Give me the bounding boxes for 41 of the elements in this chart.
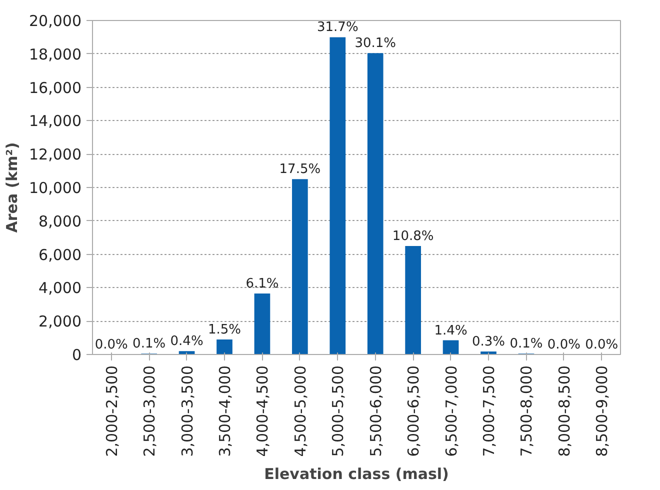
annotation: 31.7% bbox=[316, 20, 358, 36]
annotation: 0.4% bbox=[170, 334, 204, 350]
annotation: 10.8% bbox=[392, 228, 434, 244]
x-axis-title: Elevation class (masl) bbox=[264, 464, 449, 483]
annotation: 1.5% bbox=[208, 322, 242, 338]
x-tick-label: 5,000-5,500 bbox=[329, 366, 348, 457]
y-axis-title: Area (km²) bbox=[3, 142, 22, 233]
annotation: 6.1% bbox=[246, 276, 279, 292]
x-tick-label: 7,000-7,500 bbox=[480, 366, 498, 457]
x-tick-label: 3,000-3,500 bbox=[178, 366, 196, 457]
x-tick-label: 3,500-4,000 bbox=[216, 366, 234, 457]
annotation: 17.5% bbox=[279, 162, 321, 178]
y-tick-label: 6,000 bbox=[38, 246, 82, 264]
annotation: 0.1% bbox=[132, 336, 166, 352]
x-tick-label: 4,000-4,500 bbox=[254, 366, 272, 457]
x-tick-label: 7,500-8,000 bbox=[518, 366, 536, 457]
y-tick-label: 0 bbox=[72, 346, 82, 364]
x-tick-label: 5,500-6,000 bbox=[366, 366, 385, 457]
y-tick-label: 20,000 bbox=[29, 12, 82, 30]
y-tick-label: 4,000 bbox=[38, 279, 82, 298]
annotation: 0.0% bbox=[585, 338, 618, 352]
y-tick-label: 18,000 bbox=[29, 45, 82, 64]
x-tick-label: 4,500-5,000 bbox=[291, 366, 310, 457]
x-tick-label: 6,000-6,500 bbox=[404, 366, 423, 457]
annotation: 0.0% bbox=[547, 337, 580, 352]
annotation: 1.4% bbox=[434, 323, 468, 338]
y-tick-label: 10,000 bbox=[29, 179, 82, 197]
x-tick-label: 8,000-8,500 bbox=[555, 366, 574, 457]
y-tick-label: 8,000 bbox=[38, 212, 82, 230]
x-tick-label: 8,500-9,000 bbox=[593, 366, 612, 457]
annotation: 0.1% bbox=[510, 336, 543, 352]
annotation: 30.1% bbox=[354, 36, 396, 52]
x-tick-label: 6,500-7,000 bbox=[442, 366, 460, 457]
y-tick-label: 16,000 bbox=[29, 78, 82, 97]
x-tick-label: 2,500-3,000 bbox=[140, 366, 159, 457]
y-tick-label: 2,000 bbox=[38, 312, 82, 331]
y-tick-label: 12,000 bbox=[29, 146, 82, 164]
annotation: 0.3% bbox=[472, 334, 506, 350]
x-tick-label: 2,000-2,500 bbox=[102, 366, 121, 457]
y-tick-label: 14,000 bbox=[29, 112, 82, 130]
annotation: 0.0% bbox=[94, 338, 128, 352]
